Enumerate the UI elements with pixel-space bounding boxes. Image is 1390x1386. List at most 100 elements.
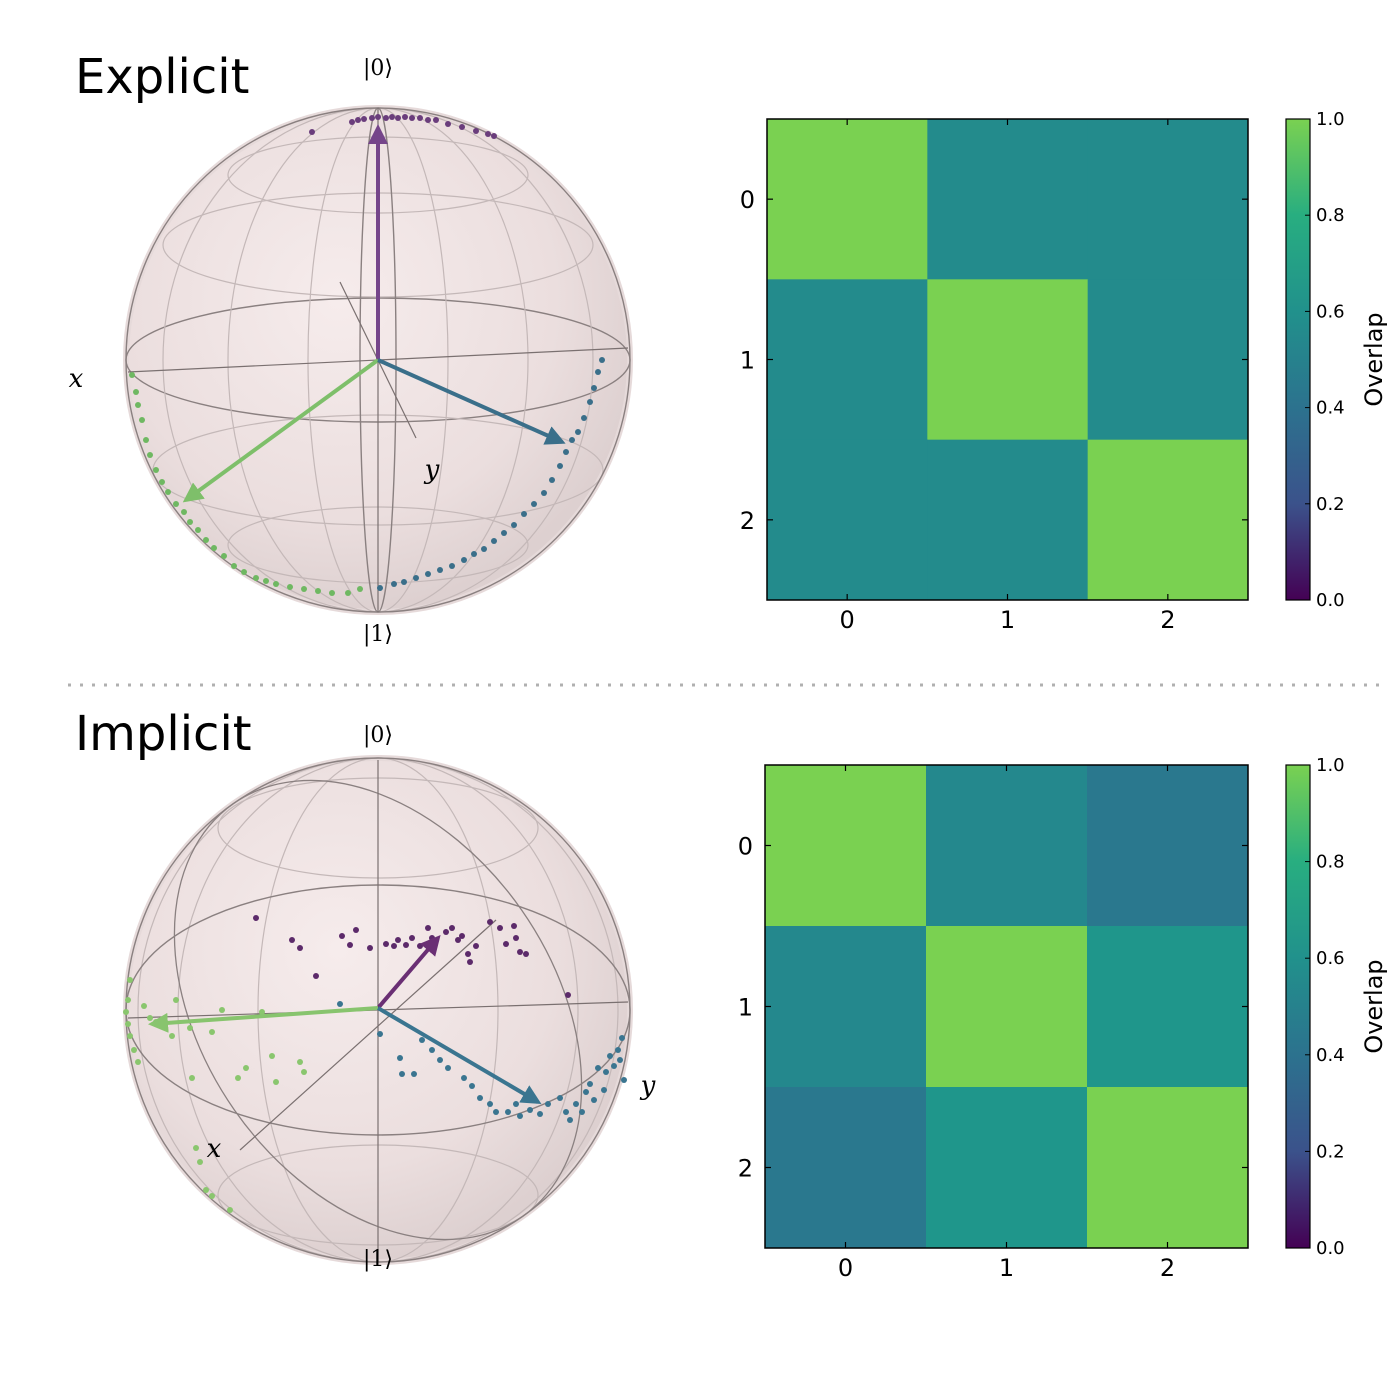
state-sample-point — [621, 1077, 627, 1083]
state-sample-point — [537, 1111, 543, 1117]
state-sample-point — [301, 586, 307, 592]
colorbar-label: Overlap — [1360, 312, 1388, 406]
heatmap: 0 1 2 0 1 2 0.0 0.2 0.4 0.6 0.8 1.0 Overlap — [740, 109, 1388, 634]
colorbar — [1285, 118, 1311, 601]
state-sample-point — [603, 1069, 609, 1075]
state-sample-point — [313, 973, 319, 979]
state-sample-point — [273, 1079, 279, 1085]
state-sample-point — [419, 1037, 425, 1043]
state-sample-point — [473, 128, 479, 134]
state-sample-point — [131, 1047, 137, 1053]
state-sample-point — [395, 115, 401, 121]
state-sample-point — [159, 479, 165, 485]
state-sample-point — [375, 114, 381, 120]
state-sample-point — [153, 467, 159, 473]
state-sample-point — [449, 925, 455, 931]
state-sample-point — [517, 949, 523, 955]
ket-0-label: |0⟩ — [363, 56, 393, 81]
state-sample-point — [389, 114, 395, 120]
x-tick-label: 2 — [1160, 606, 1175, 634]
state-sample-point — [355, 117, 361, 123]
y-tick-label: 1 — [738, 994, 753, 1022]
y-axis-label: y — [424, 455, 440, 485]
state-sample-point — [513, 935, 519, 941]
state-sample-point — [587, 399, 593, 405]
state-sample-point — [357, 586, 363, 592]
state-sample-point — [367, 945, 373, 951]
state-arrow-1 — [182, 358, 380, 503]
state-sample-point — [391, 943, 397, 949]
state-sample-point — [461, 557, 467, 563]
state-arrow-2 — [377, 358, 566, 445]
state-sample-point — [339, 933, 345, 939]
state-sample-point — [173, 997, 179, 1003]
state-sample-point — [187, 1025, 193, 1031]
state-sample-point — [169, 1033, 175, 1039]
state-sample-point — [487, 1101, 493, 1107]
state-sample-point — [411, 1071, 417, 1077]
state-sample-point — [425, 117, 431, 123]
state-sample-point — [209, 1029, 215, 1035]
state-sample-point — [611, 1063, 617, 1069]
state-sample-point — [203, 537, 209, 543]
state-sample-point — [541, 490, 547, 496]
state-sample-point — [383, 941, 389, 947]
heatmap-cell-0-1 — [927, 119, 1089, 280]
state-sample-point — [599, 357, 605, 363]
colorbar-tick-label: 0.4 — [1316, 1045, 1345, 1066]
state-sample-point — [579, 1109, 585, 1115]
state-sample-point — [133, 389, 139, 395]
state-sample-point — [263, 578, 269, 584]
state-sample-point — [485, 131, 491, 137]
state-sample-point — [349, 119, 355, 125]
state-sample-point — [383, 115, 389, 121]
state-sample-point — [481, 546, 487, 552]
state-sample-point — [259, 1009, 265, 1015]
state-sample-point — [617, 1057, 623, 1063]
state-arrow-0 — [376, 934, 441, 1010]
state-sample-point — [465, 951, 471, 957]
colorbar-tick-label: 0.8 — [1316, 205, 1345, 226]
panel-title: Implicit — [75, 706, 252, 762]
y-tick-label: 0 — [740, 186, 755, 214]
state-sample-point — [181, 509, 187, 515]
heatmap: 0 1 2 0 1 2 0.0 0.2 0.4 0.6 0.8 1.0 Overlap — [738, 755, 1388, 1282]
colorbar — [1285, 764, 1311, 1249]
x-tick-label: 0 — [840, 606, 855, 634]
heatmap-cell-0-2 — [1087, 765, 1249, 927]
state-sample-point — [125, 997, 131, 1003]
state-sample-point — [127, 1033, 133, 1039]
ket-1-label: |1⟩ — [363, 1247, 393, 1272]
state-sample-point — [309, 129, 315, 135]
state-sample-point — [397, 1055, 403, 1061]
heatmap-cell-1-2 — [1087, 926, 1249, 1088]
y-tick-label: 0 — [738, 833, 753, 861]
state-sample-point — [445, 1065, 451, 1071]
state-sample-point — [567, 1117, 573, 1123]
state-sample-point — [557, 463, 563, 469]
heatmap-cell-1-0 — [765, 926, 927, 1088]
state-sample-point — [607, 1053, 613, 1059]
state-sample-point — [449, 563, 455, 569]
state-sample-point — [581, 415, 587, 421]
state-sample-point — [197, 1159, 203, 1165]
state-sample-point — [127, 977, 133, 983]
heatmap-cell-0-2 — [1087, 119, 1249, 280]
state-sample-point — [337, 1001, 343, 1007]
state-sample-point — [413, 575, 419, 581]
state-sample-point — [409, 115, 415, 121]
state-sample-point — [531, 501, 537, 507]
state-sample-point — [563, 449, 569, 455]
state-sample-point — [575, 429, 581, 435]
state-sample-point — [501, 530, 507, 536]
state-sample-point — [253, 575, 259, 581]
colorbar-label: Overlap — [1360, 959, 1388, 1053]
x-axis-label: x — [69, 364, 84, 394]
state-sample-point — [241, 569, 247, 575]
state-sample-point — [445, 121, 451, 127]
state-sample-point — [125, 1021, 131, 1027]
y-tick-label: 2 — [740, 507, 755, 535]
state-sample-point — [135, 402, 141, 408]
state-sample-point — [491, 538, 497, 544]
state-sample-point — [269, 1053, 275, 1059]
